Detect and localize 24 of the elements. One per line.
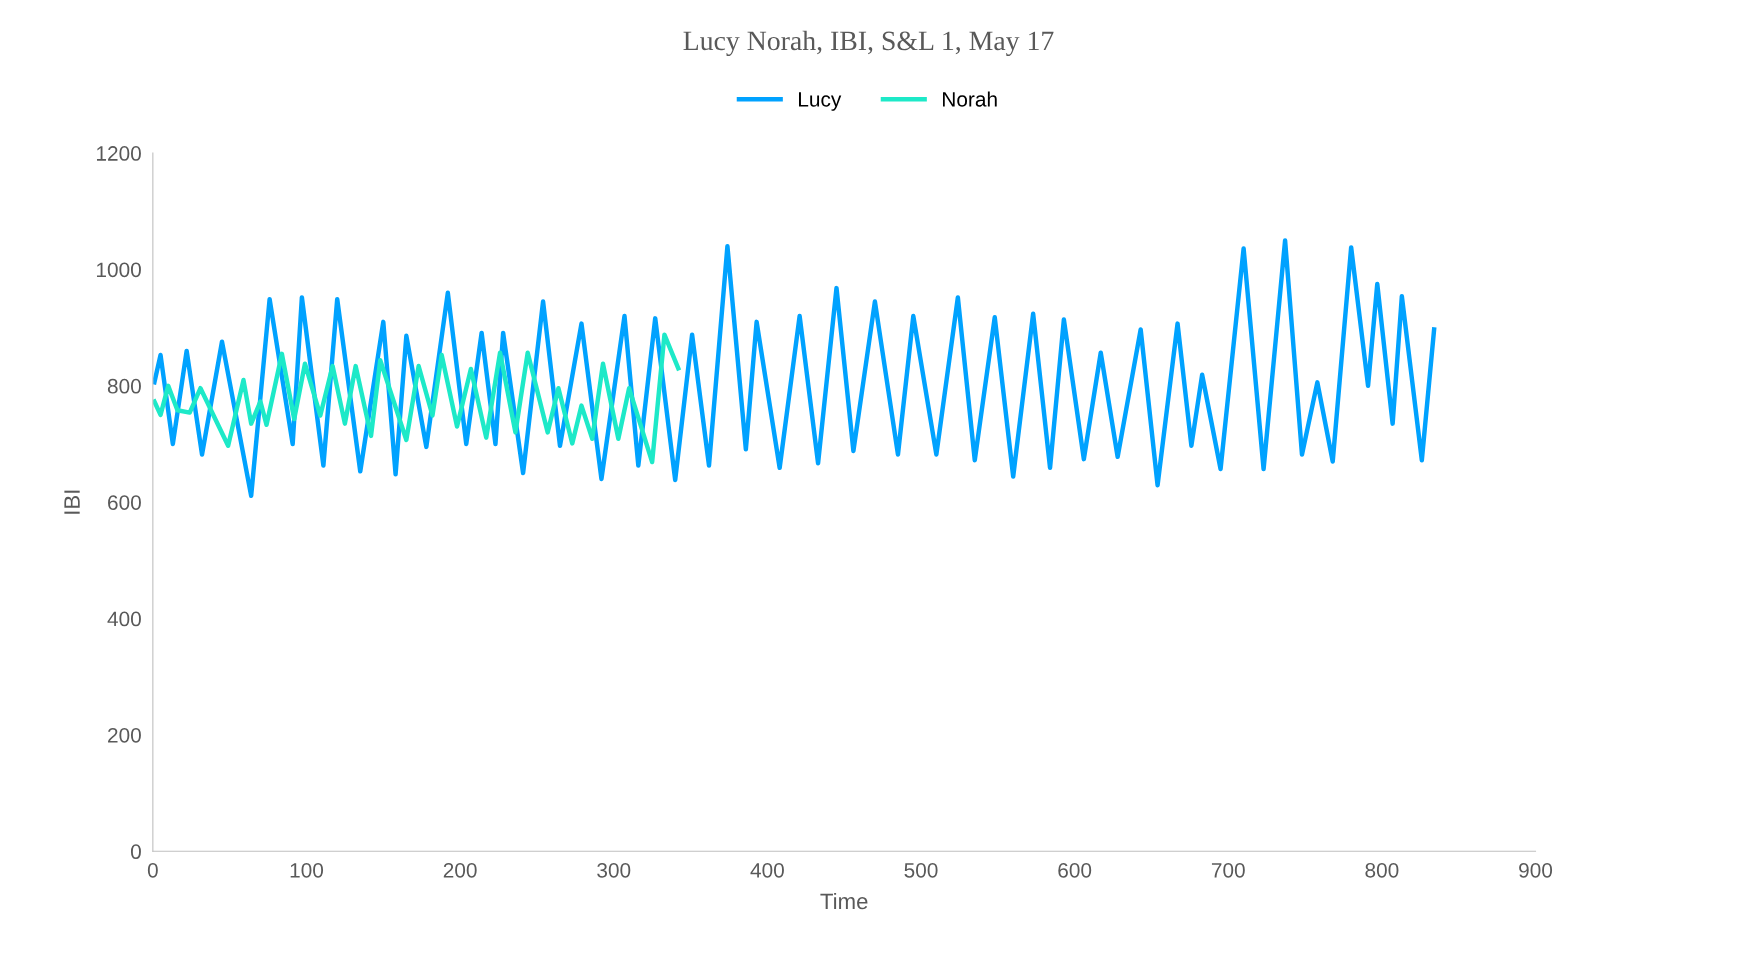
legend-label: Norah xyxy=(943,91,997,107)
x-tick-label: 700 xyxy=(1211,862,1245,878)
x-tick-label: 0 xyxy=(147,862,158,878)
y-tick-label: 0 xyxy=(130,844,141,860)
chart-title: Lucy Norah, IBI, S&L 1, May 17 xyxy=(683,30,1054,56)
x-tick-label: 800 xyxy=(1365,862,1399,878)
x-tick-label: 900 xyxy=(1519,862,1553,878)
y-axis-title: IBI xyxy=(64,490,80,514)
line-series xyxy=(152,332,681,465)
line-series xyxy=(152,238,1437,499)
x-tick-label: 300 xyxy=(597,862,631,878)
x-tick-label: 500 xyxy=(904,862,938,878)
x-tick-label: 600 xyxy=(1058,862,1092,878)
y-tick-label: 200 xyxy=(108,727,141,743)
y-tick-label: 600 xyxy=(108,495,141,510)
x-tick-label: 200 xyxy=(443,862,477,878)
x-tick-label: 100 xyxy=(290,862,324,878)
legend-label: Lucy xyxy=(799,92,842,111)
y-tick-label: 800 xyxy=(107,378,141,394)
x-tick-label: 400 xyxy=(750,862,784,878)
y-tick-label: 1200 xyxy=(96,146,141,161)
y-tick-label: 400 xyxy=(107,611,141,627)
x-axis-title: Time xyxy=(820,892,868,910)
y-tick-label: 1000 xyxy=(96,262,141,278)
